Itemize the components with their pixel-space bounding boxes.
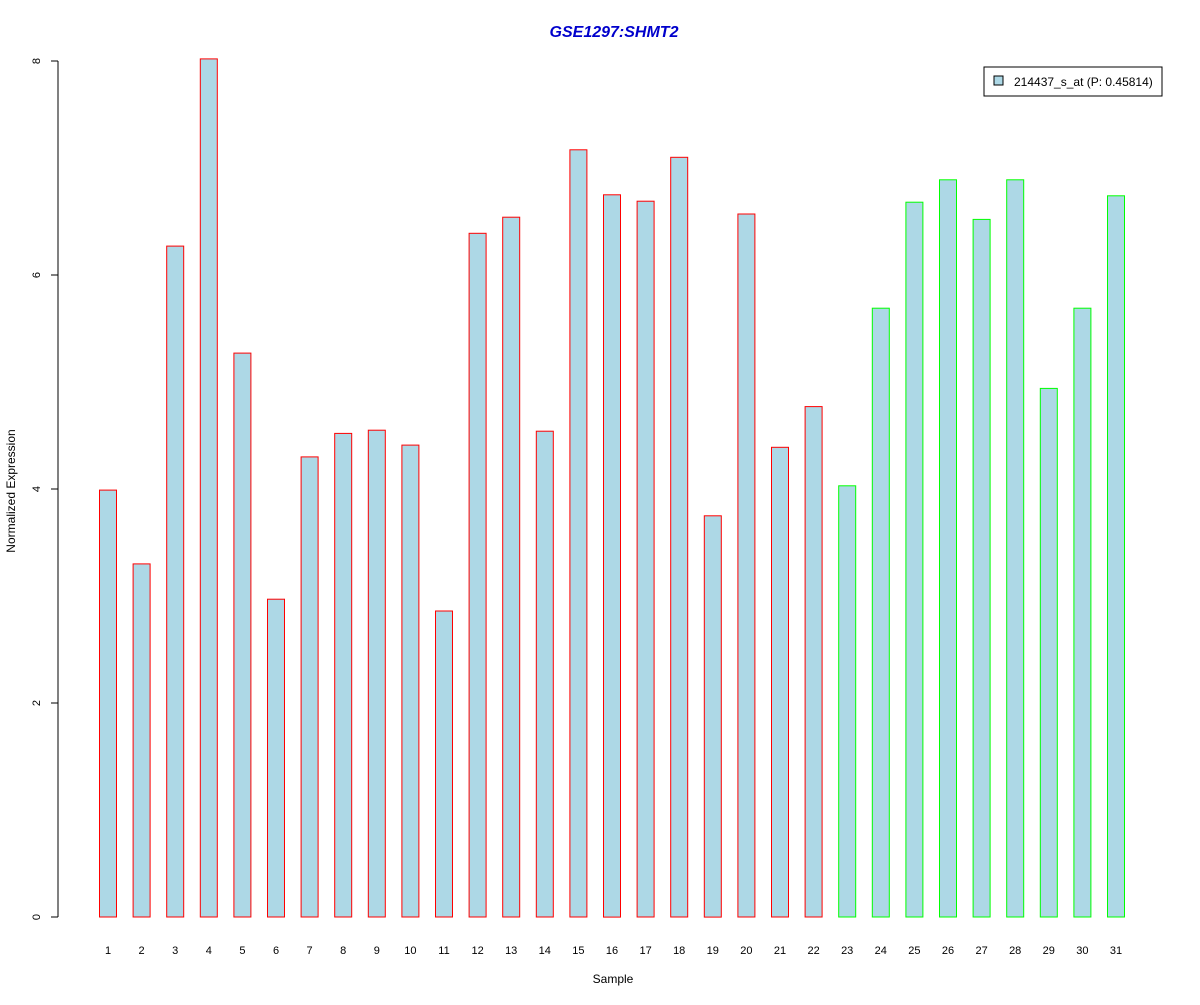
legend-box	[983, 66, 1163, 97]
x-tick-label: 26	[942, 945, 954, 957]
x-tick-label: 8	[340, 945, 346, 957]
x-tick-label: 17	[639, 945, 651, 957]
bar-sample-6	[267, 598, 285, 918]
bar-sample-21	[771, 446, 789, 918]
x-tick-label: 4	[206, 945, 212, 957]
x-tick-label: 25	[908, 945, 920, 957]
bar-sample-15	[569, 149, 588, 918]
x-tick-label: 13	[505, 945, 517, 957]
x-tick-label: 11	[438, 945, 449, 957]
bar-sample-16	[603, 194, 621, 918]
x-tick-label: 18	[673, 945, 685, 957]
x-tick-label: 12	[471, 945, 483, 957]
x-tick-label: 30	[1076, 945, 1088, 957]
bar-sample-2	[132, 563, 151, 918]
bar-sample-10	[401, 444, 420, 918]
bar-sample-19	[703, 515, 722, 918]
y-axis-label: Normalized Expression	[4, 429, 18, 552]
bar-sample-20	[737, 213, 756, 918]
x-tick-label: 19	[707, 945, 719, 957]
x-tick-label: 14	[539, 945, 551, 957]
bars	[99, 58, 1125, 918]
bar-sample-29	[1039, 387, 1058, 918]
x-tick-labels: 1 2 3 4 5 6 7 8 9 10 11 12 13 14 15 16 17 18 19 20 21 22 23 24 2…	[105, 945, 1122, 957]
x-tick-label: 16	[606, 945, 618, 957]
bar-sample-27	[972, 218, 991, 918]
bar-sample-12	[468, 232, 487, 918]
bar-sample-9	[367, 429, 386, 918]
bar-sample-14	[535, 430, 554, 918]
x-tick-label: 28	[1009, 945, 1021, 957]
bar-sample-11	[435, 610, 453, 918]
bar-sample-3	[166, 245, 185, 918]
bar-sample-13	[502, 216, 521, 918]
y-tick-label: 4	[31, 486, 43, 492]
bar-sample-23	[838, 485, 857, 918]
x-tick-label: 3	[172, 945, 178, 957]
x-tick-label: 24	[875, 945, 887, 957]
x-tick-label: 10	[404, 945, 416, 957]
bar-sample-31	[1107, 195, 1125, 918]
y-tick-label: 8	[31, 58, 43, 64]
bar-sample-1	[99, 489, 117, 918]
bar-sample-28	[1006, 179, 1025, 918]
x-tick-label: 1	[105, 945, 111, 957]
bar-sample-4	[199, 58, 218, 918]
bar-sample-7	[300, 456, 319, 918]
x-tick-label: 31	[1110, 945, 1122, 957]
x-tick-label: 7	[307, 945, 313, 957]
x-tick-label: 23	[841, 945, 853, 957]
legend-swatch	[993, 75, 1004, 86]
bar-sample-17	[636, 200, 655, 918]
x-tick-label: 6	[273, 945, 279, 957]
x-tick-label: 20	[740, 945, 752, 957]
x-tick-label: 27	[975, 945, 987, 957]
bar-sample-18	[670, 156, 689, 918]
x-axis-label: Sample	[593, 972, 634, 986]
bar-sample-26	[939, 179, 957, 918]
bar-sample-8	[334, 432, 353, 918]
bar-sample-25	[905, 201, 924, 918]
y-axis: 0 2 4 6 8	[31, 58, 59, 920]
chart-title: GSE1297:SHMT2	[550, 24, 679, 41]
legend: 214437_s_at (P: 0.45814)	[983, 66, 1163, 97]
bar-sample-24	[871, 307, 890, 918]
x-tick-label: 2	[139, 945, 145, 957]
x-tick-label: 5	[239, 945, 245, 957]
x-tick-label: 22	[807, 945, 819, 957]
x-tick-label: 21	[774, 945, 786, 957]
bar-sample-30	[1073, 307, 1092, 918]
x-tick-label: 9	[374, 945, 380, 957]
y-tick-label: 0	[31, 914, 43, 920]
bar-sample-22	[804, 406, 823, 918]
x-tick-label: 15	[572, 945, 584, 957]
x-tick-label: 29	[1043, 945, 1055, 957]
legend-label: 214437_s_at (P: 0.45814)	[1014, 75, 1153, 89]
bar-sample-5	[233, 352, 252, 918]
y-tick-label: 6	[31, 272, 43, 278]
y-tick-label: 2	[31, 700, 43, 706]
